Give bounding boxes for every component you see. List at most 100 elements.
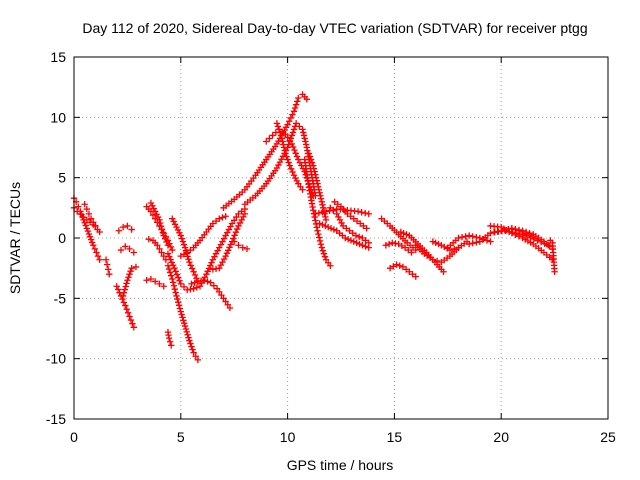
data-point: [342, 234, 349, 242]
data-point: [330, 226, 338, 233]
data-point: [180, 283, 188, 291]
data-point: [179, 314, 186, 321]
data-point: [96, 256, 103, 263]
data-point: [306, 153, 314, 160]
data-point: [119, 292, 127, 300]
data-point: [310, 165, 318, 172]
data-point: [96, 228, 103, 236]
data-point: [177, 232, 184, 239]
data-point: [275, 161, 282, 169]
data-point: [164, 242, 172, 249]
series-arc-s: [209, 210, 249, 273]
data-point: [308, 159, 316, 166]
data-point: [181, 244, 189, 251]
data-point: [334, 201, 341, 208]
data-point: [113, 283, 120, 290]
series-arc-ae: [378, 215, 419, 254]
data-point: [359, 234, 366, 242]
data-point: [357, 220, 364, 227]
series-arc-ab: [316, 220, 372, 251]
data-point: [205, 265, 213, 272]
x-tick-label: 10: [280, 429, 296, 445]
series-arc-ag: [386, 261, 419, 280]
data-point: [216, 288, 223, 296]
x-tick-label: 5: [177, 429, 185, 445]
data-point: [401, 244, 409, 251]
data-point: [93, 249, 100, 256]
data-point: [512, 229, 520, 237]
data-point: [412, 273, 419, 280]
data-point: [77, 210, 84, 218]
data-point: [80, 214, 87, 221]
data-point: [167, 272, 175, 279]
data-point: [183, 328, 190, 336]
data-point: [81, 201, 88, 208]
data-point: [160, 252, 167, 260]
data-point: [121, 286, 129, 293]
data-point: [184, 331, 191, 338]
data-point: [365, 210, 372, 218]
data-point: [175, 298, 182, 306]
data-point: [151, 278, 159, 285]
data-point: [157, 219, 164, 227]
data-point: [520, 231, 527, 238]
data-point: [222, 213, 229, 220]
series-arc-ap: [544, 237, 558, 275]
data-point: [311, 213, 318, 221]
data-point: [299, 186, 306, 193]
data-point: [322, 208, 330, 215]
data-point: [188, 280, 195, 288]
data-point: [363, 225, 370, 232]
data-point: [508, 225, 516, 232]
data-point: [551, 268, 558, 275]
data-point: [408, 249, 415, 256]
data-point: [288, 140, 296, 148]
x-tick-label: 20: [493, 429, 509, 445]
data-point: [353, 239, 360, 247]
data-point: [175, 274, 182, 281]
data-point: [390, 263, 397, 270]
data-point: [292, 174, 299, 182]
data-point: [190, 349, 197, 356]
data-point: [292, 101, 300, 108]
y-tick-label: -5: [54, 290, 67, 306]
data-point: [124, 222, 131, 230]
x-tick-label: 15: [387, 429, 403, 445]
data-point: [219, 214, 226, 221]
data-point: [228, 220, 236, 227]
data-point: [123, 280, 130, 287]
series-arc-g: [117, 243, 138, 256]
data-point: [487, 229, 494, 237]
data-point: [104, 266, 112, 273]
data-point: [512, 225, 519, 233]
data-point: [276, 129, 284, 136]
data-point: [161, 235, 169, 243]
data-point: [339, 222, 347, 230]
data-point: [385, 240, 393, 248]
data-point: [353, 217, 361, 225]
data-point: [201, 277, 208, 284]
data-point: [233, 225, 241, 233]
data-point: [187, 262, 194, 269]
data-point: [355, 233, 363, 240]
data-point: [284, 134, 291, 141]
data-point: [85, 210, 93, 218]
y-axis-label: SDTVAR / TECUs: [7, 182, 23, 294]
data-point: [88, 239, 96, 246]
data-point: [92, 222, 99, 230]
data-point: [169, 246, 176, 254]
data-point: [166, 253, 173, 260]
data-point: [159, 229, 167, 236]
series-arc-am: [487, 222, 556, 263]
data-point: [286, 137, 293, 144]
data-point: [129, 320, 136, 327]
data-point: [314, 227, 321, 234]
data-point: [190, 285, 197, 292]
data-point: [315, 183, 322, 190]
data-point: [347, 237, 355, 244]
data-point: [122, 243, 129, 250]
data-point: [311, 168, 318, 175]
data-point: [310, 162, 317, 169]
data-point: [147, 199, 155, 207]
data-point: [85, 230, 93, 238]
